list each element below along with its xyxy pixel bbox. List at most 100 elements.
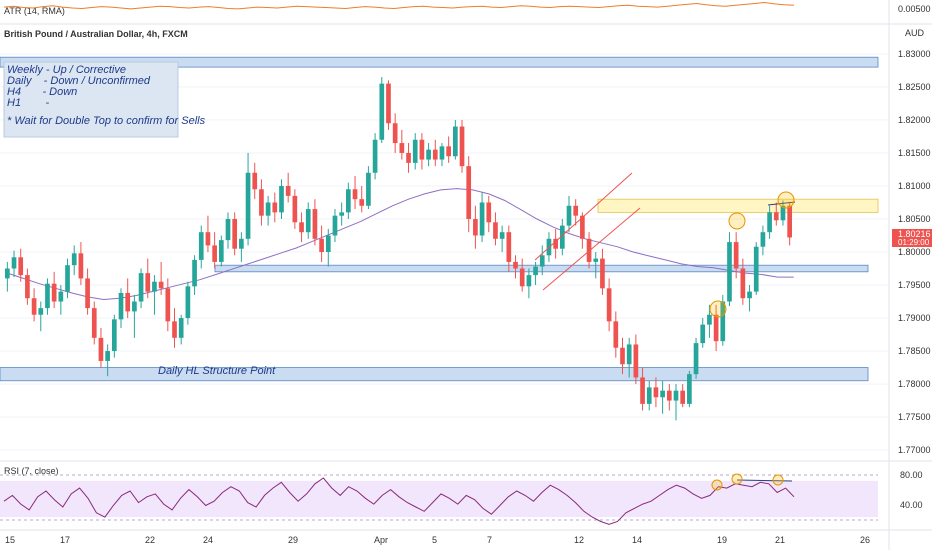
atr-line [3, 1, 795, 10]
candle-body [392, 123, 398, 144]
candle-body [513, 261, 518, 269]
candle-body [111, 319, 117, 352]
price-tick-label: 1.80000 [898, 247, 931, 257]
price-tick-label: 1.80500 [898, 214, 931, 224]
candle-body [285, 185, 291, 196]
candle-body [519, 268, 525, 287]
candle-body [125, 292, 131, 312]
candle-body [165, 288, 171, 322]
candle-body [58, 291, 64, 302]
time-tick-label: Apr [374, 535, 388, 545]
candle-body [11, 257, 17, 269]
candle-body [653, 387, 659, 398]
candle-body [5, 268, 10, 279]
candle-body [299, 222, 304, 233]
time-tick-label: 24 [203, 535, 213, 545]
candle-body [292, 195, 298, 223]
candle-body [212, 245, 217, 262]
candle-body [620, 347, 625, 365]
candle-body [586, 238, 592, 262]
notes-line-4: H1 - [7, 97, 50, 109]
candle-body [740, 268, 746, 299]
candle-body [366, 172, 371, 206]
candle-body [305, 209, 311, 233]
candle-body [767, 212, 772, 233]
candle-body [218, 240, 224, 262]
candle-body [359, 199, 365, 206]
candle-body [98, 337, 104, 361]
rsi-pane: RSI (7, close) 80.00 40.00 [0, 466, 923, 525]
candle-body [245, 172, 251, 239]
candle-body [593, 258, 599, 262]
candle-body [152, 281, 157, 292]
candle-body [687, 374, 692, 404]
candle-body [493, 222, 498, 239]
zone-resistance [0, 56, 879, 68]
candle-body [198, 232, 204, 260]
candle-body [606, 288, 612, 322]
candle-body [325, 235, 331, 252]
time-axis: 15 17 22 24 29 Apr 5 7 12 14 19 21 26 [5, 535, 870, 545]
marker-circle-2 [728, 212, 746, 230]
candle-body [773, 212, 779, 221]
candle-body [239, 238, 244, 249]
candle-body [252, 172, 258, 190]
candle-body [38, 308, 44, 315]
time-tick-label: 15 [5, 535, 15, 545]
candle-body [700, 324, 706, 344]
candle-body [452, 126, 458, 157]
time-tick-label: 7 [487, 535, 492, 545]
candle-body [71, 253, 77, 266]
candle-body [473, 218, 478, 236]
candle-body [633, 344, 639, 378]
candle-body [31, 298, 37, 315]
candle-body [600, 258, 605, 289]
candle-body [138, 273, 144, 302]
candle-body [399, 143, 405, 153]
candle-body [533, 266, 538, 276]
price-tick-label: 1.82000 [898, 115, 931, 125]
candle-body [332, 215, 338, 236]
rsi-tick-80: 80.00 [900, 470, 923, 480]
candle-body [279, 185, 284, 213]
price-tick-label: 1.79500 [898, 280, 931, 290]
candle-body [85, 278, 90, 309]
candle-body [312, 209, 318, 239]
candle-body [132, 301, 137, 312]
marker-circle-3 [777, 191, 795, 209]
candle-body [439, 146, 445, 160]
candle-body [580, 215, 585, 239]
currency-label: AUD [905, 28, 925, 38]
candle-body [379, 83, 385, 140]
candle-body [419, 139, 425, 160]
price-axis: 1.83000 1.82500 1.82000 1.81500 1.81000 1.805… [898, 49, 931, 455]
rsi-line [3, 477, 795, 525]
last-price-tag: 1.80216 01:29:00 [892, 229, 932, 247]
candle-body [466, 166, 472, 219]
notes-footer: * Wait for Double Top to confirm for Sel… [7, 115, 206, 127]
price-tick-label: 1.77000 [898, 445, 931, 455]
rsi-marker-2 [731, 473, 743, 485]
candle-body [626, 344, 632, 365]
candle-body [172, 321, 177, 338]
time-tick-label: 5 [432, 535, 437, 545]
candle-body [613, 321, 619, 348]
candle-body [733, 242, 739, 269]
candle-body [506, 232, 512, 262]
candle-body [707, 314, 712, 325]
candle-body [680, 390, 686, 404]
last-price-value: 1.80216 [898, 229, 931, 239]
candle-body [272, 202, 278, 213]
candle-body [319, 238, 324, 252]
candle-body [178, 318, 184, 338]
candle-body [573, 205, 579, 216]
candle-body [232, 218, 238, 249]
candle-body [479, 202, 485, 236]
structure-zone-label: Daily HL Structure Point [158, 365, 276, 377]
candle-body [78, 253, 84, 279]
channel-line-lower [542, 207, 641, 291]
price-tick-label: 1.81500 [898, 148, 931, 158]
time-tick-label: 22 [145, 535, 155, 545]
candle-body [386, 83, 391, 124]
